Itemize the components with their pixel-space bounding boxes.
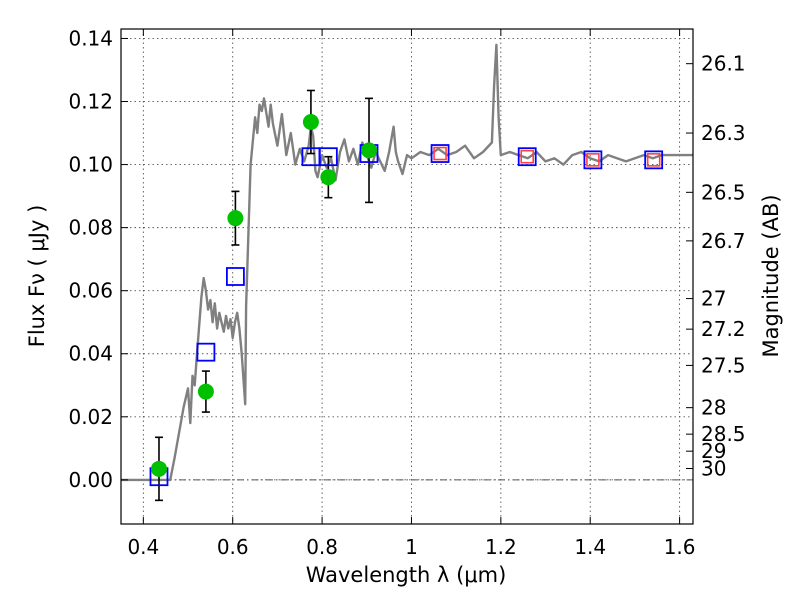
data-point xyxy=(197,383,214,400)
x-tick-label: 1.4 xyxy=(574,535,606,559)
y-tick-label: 0.10 xyxy=(68,153,113,177)
x-tick-label: 0.4 xyxy=(127,535,159,559)
right-axis-label: Magnitude (AB) xyxy=(759,194,783,357)
y-tick-label: 0.00 xyxy=(68,468,113,492)
right-tick-label: 28.5 xyxy=(701,422,746,446)
model-point xyxy=(583,150,603,170)
data-point xyxy=(320,169,337,186)
data-point xyxy=(150,460,167,477)
grid xyxy=(121,29,693,524)
x-tick-label: 1 xyxy=(405,535,418,559)
model-point xyxy=(196,342,216,362)
model-point xyxy=(644,150,664,170)
y-tick-label: 0.08 xyxy=(68,216,113,240)
x-tick-label: 1.2 xyxy=(485,535,517,559)
right-tick-label: 29 xyxy=(701,439,726,463)
right-tick-label: 26.1 xyxy=(701,52,746,76)
y-tick-label: 0.14 xyxy=(68,26,113,50)
comparison-point xyxy=(433,146,447,161)
x-tick-label: 0.8 xyxy=(306,535,338,559)
model-point xyxy=(517,147,537,167)
right-tick-label: 30 xyxy=(701,457,726,481)
y-axis-ticks: 0.00 0.02 0.04 0.06 0.08 0.10 0.12 0.14 xyxy=(68,26,128,492)
comparison-point xyxy=(586,153,600,167)
right-tick-label: 27.5 xyxy=(701,353,746,377)
plot-frame xyxy=(120,28,694,525)
right-tick-label: 26.5 xyxy=(701,180,746,204)
y-tick-label: 0.02 xyxy=(68,405,113,429)
data-point xyxy=(302,114,319,131)
y-tick-label: 0.06 xyxy=(68,279,113,303)
spectrum-line xyxy=(121,43,693,482)
x-axis-label: Wavelength λ (μm) xyxy=(306,563,507,587)
y-tick-label: 0.12 xyxy=(68,90,113,114)
data-point xyxy=(227,210,244,227)
right-tick-label: 28 xyxy=(701,396,726,420)
model-point xyxy=(225,267,245,286)
right-tick-label: 27.2 xyxy=(701,317,746,341)
comparison-point xyxy=(646,153,661,167)
model-point xyxy=(430,144,450,163)
data-point xyxy=(361,142,378,159)
y-tick-label: 0.04 xyxy=(68,342,113,366)
comparison-point xyxy=(520,149,535,164)
x-tick-label: 1.6 xyxy=(664,535,696,559)
model-point xyxy=(318,147,338,167)
plot-area xyxy=(121,43,693,502)
x-axis-ticks: 0.4 0.6 0.8 1 1.2 1.4 1.6 xyxy=(127,29,696,559)
y-axis-label: Flux Fν ( μJy ) xyxy=(25,205,49,348)
right-tick-label: 27 xyxy=(701,287,726,311)
right-tick-label: 26.3 xyxy=(701,121,746,145)
x-tick-label: 0.6 xyxy=(217,535,249,559)
right-tick-label: 26.7 xyxy=(701,229,746,253)
